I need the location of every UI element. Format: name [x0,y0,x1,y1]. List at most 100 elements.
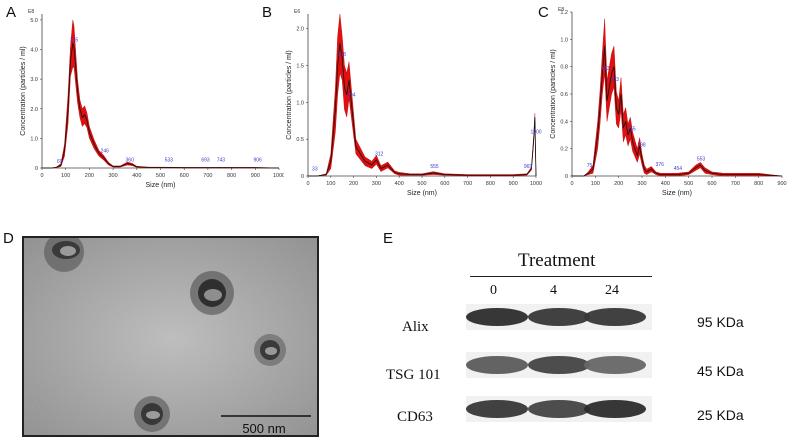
panel-label-a: A [6,4,17,21]
blot-band [466,308,528,326]
peak-label: 33 [312,166,318,172]
y-axis-label: Concentration (particles / ml) [286,50,293,139]
x-tick-label: 200 [349,181,358,187]
y-tick-label: 0 [301,174,304,180]
y-tick-label: 0.2 [560,147,568,153]
scale-bar-label: 500 nm [242,421,285,436]
size-label-tsg101: 45 KDa [697,363,744,379]
lane-label: 4 [550,283,557,298]
nta-chart-c: E8 0 100 200 300 400 500 600 700 800 900 0 0.2 0.4 0.6… [550,7,787,197]
x-tick-label: 500 [156,173,165,179]
peak-label: 246 [101,149,110,155]
y-tick-label: 1.0 [30,136,38,142]
exponent-label: E8 [558,7,564,13]
x-tick-label: 1000 [530,181,542,187]
size-label-cd63: 25 KDa [697,407,744,423]
peak-label: 69 [57,159,63,165]
x-tick-label: 100 [326,181,335,187]
y-tick-label: 0.6 [560,92,568,98]
exponent-label: E6 [294,9,300,15]
x-tick-label: 300 [109,173,118,179]
x-tick-label: 200 [85,173,94,179]
peak-label: 135 [70,38,79,44]
peak-label: 255 [627,126,636,132]
treatment-underline [470,276,652,277]
tem-micrograph: 500 nm [24,238,317,436]
nta-chart-b: E6 0 100 200 300 400 500 600 700 800 900 1000 0 0.5 1.… [286,9,542,197]
lane-label: 24 [605,283,619,298]
mean-line [308,43,537,177]
peak-label: 148 [338,52,347,58]
x-tick-label: 700 [731,181,740,187]
y-axis-label: Concentration (particles / ml) [20,46,27,135]
vesicle [134,396,170,432]
y-tick-label: 1.0 [296,100,304,106]
y-tick-label: 1.2 [560,10,568,16]
treatment-header: Treatment [518,250,596,271]
x-tick-label: 800 [486,181,495,187]
y-tick-label: 3.0 [30,77,38,83]
x-tick-label: 400 [132,173,141,179]
x-tick-label: 600 [440,181,449,187]
peak-label: 298 [637,143,646,149]
x-axis-label: Size (nm) [146,182,176,189]
y-axis-label: Concentration (particles / ml) [550,49,557,138]
y-tick-label: 4.0 [30,48,38,54]
blot-band [528,356,590,374]
x-tick-label: 300 [637,181,646,187]
mean-line [42,42,280,169]
peak-label: 194 [347,93,356,99]
peak-label: 143 [601,66,610,72]
protein-label-alix: Alix [402,319,429,335]
y-tick-label: 5.0 [30,18,38,24]
vesicle [254,334,286,366]
x-tick-label: 0 [570,181,573,187]
peak-label: 693 [201,158,210,164]
y-tick-label: 0.5 [296,137,304,143]
peak-label: 1000 [530,130,541,136]
x-tick-label: 1000 [273,173,284,179]
blot-band [584,308,646,326]
x-tick-label: 800 [227,173,236,179]
nta-chart-a: E8 0 100 200 300 400 500 600 700 800 900 1000 0 1.0 2.… [20,9,284,189]
exponent-label: E8 [28,9,34,15]
y-tick-label: 1.0 [560,37,568,43]
x-tick-label: 200 [614,181,623,187]
x-tick-label: 500 [417,181,426,187]
error-band [308,13,537,177]
x-tick-label: 300 [372,181,381,187]
peak-label: 906 [253,158,262,164]
x-tick-label: 600 [707,181,716,187]
peak-label: 75 [587,163,593,169]
x-axis-label: Size (nm) [662,190,692,197]
panel-label-d: D [3,230,14,247]
tem-image: 500 nm [22,236,319,437]
error-band [572,18,783,177]
x-tick-label: 500 [684,181,693,187]
blot-band [528,308,590,326]
lane-label: 0 [490,283,497,298]
x-tick-label: 100 [591,181,600,187]
y-tick-label: 0 [35,166,38,172]
y-tick-label: 0 [565,174,568,180]
peak-label: 553 [697,156,706,162]
x-tick-label: 0 [40,173,43,179]
x-tick-label: 700 [463,181,472,187]
y-tick-label: 0.4 [560,119,568,125]
x-tick-label: 0 [306,181,309,187]
peak-label: 312 [375,152,384,158]
mean-line [572,46,783,177]
y-tick-label: 2.0 [296,27,304,33]
x-tick-label: 700 [203,173,212,179]
blot-band [466,400,528,418]
x-tick-label: 900 [251,173,260,179]
panel-label-c: C [538,4,549,21]
vesicle [44,238,84,272]
x-tick-label: 800 [754,181,763,187]
x-tick-label: 600 [180,173,189,179]
x-tick-label: 400 [395,181,404,187]
protein-label-cd63: CD63 [397,409,433,425]
panel-label-b: B [262,4,273,21]
vesicle [190,271,234,315]
peak-label: 183 [611,77,620,83]
